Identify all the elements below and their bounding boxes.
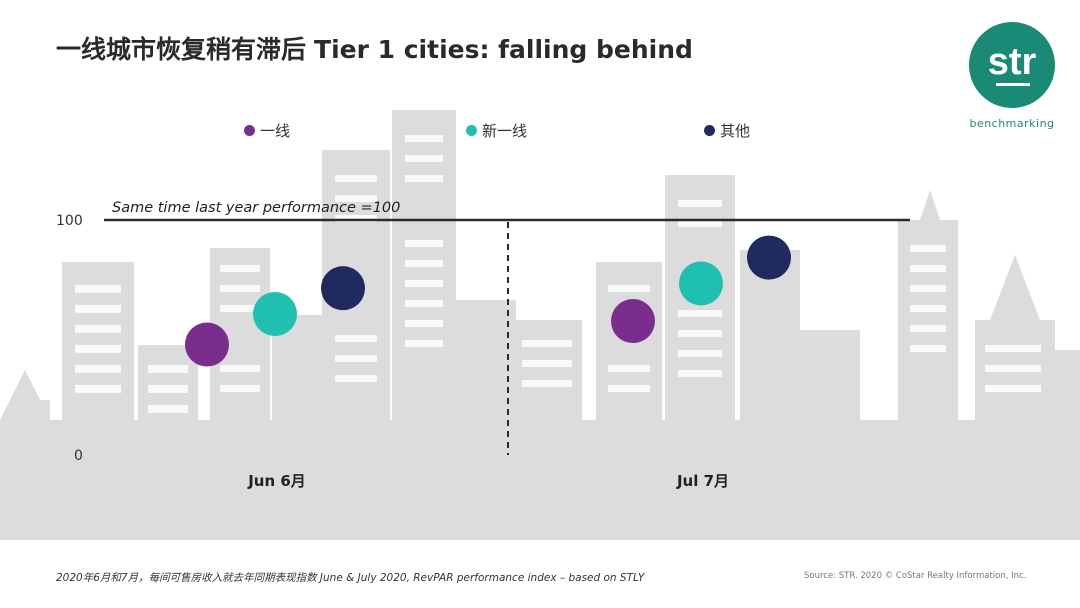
x-tick-label: Jul 7月 [676,472,729,490]
y-tick-label: 100 [56,213,83,229]
logo-mark: str [969,22,1055,108]
plot-area: Same time last year performance =100 100 0… [56,200,910,490]
data-point [253,292,297,336]
data-point [321,266,365,311]
legend: 一线 新一线 其他 [0,120,1080,144]
legend-label-tier1: 一线 [260,122,291,140]
logo-underline [996,83,1030,86]
legend-item-new-tier1: 新一线 [466,120,527,141]
x-tick-label: Jun 6月 [247,472,306,490]
data-point [679,261,723,306]
str-logo: str benchmarking [967,22,1057,134]
data-point [185,322,229,367]
skyline-background [0,110,1080,540]
y-tick-label: 0 [74,448,83,464]
page-title: 一线城市恢复稍有滞后 Tier 1 cities: falling behind [56,30,693,66]
legend-label-other: 其他 [720,122,751,140]
legend-dot-new-tier1 [466,125,477,136]
data-point [611,299,655,344]
logo-subtitle: benchmarking [969,117,1055,130]
reference-line-label: Same time last year performance =100 [112,200,400,216]
legend-item-other: 其他 [704,120,750,141]
legend-label-new-tier1: 新一线 [482,122,528,140]
title-zh: 一线城市恢复稍有滞后 [56,35,307,64]
legend-dot-other [704,125,715,136]
legend-item-tier1: 一线 [244,120,290,141]
title-en: Tier 1 cities: falling behind [314,35,693,64]
logo-mark-text: str [987,41,1037,83]
skyline-windows [75,135,1041,413]
footer-note: 2020年6月和7月，每间可售房收入就去年同期表现指数 June & July … [56,572,645,584]
legend-dot-tier1 [244,125,255,136]
data-point [747,235,791,280]
footer-source: Source: STR. 2020 © CoStar Realty Inform… [804,571,1027,581]
footer-band [0,540,1080,608]
